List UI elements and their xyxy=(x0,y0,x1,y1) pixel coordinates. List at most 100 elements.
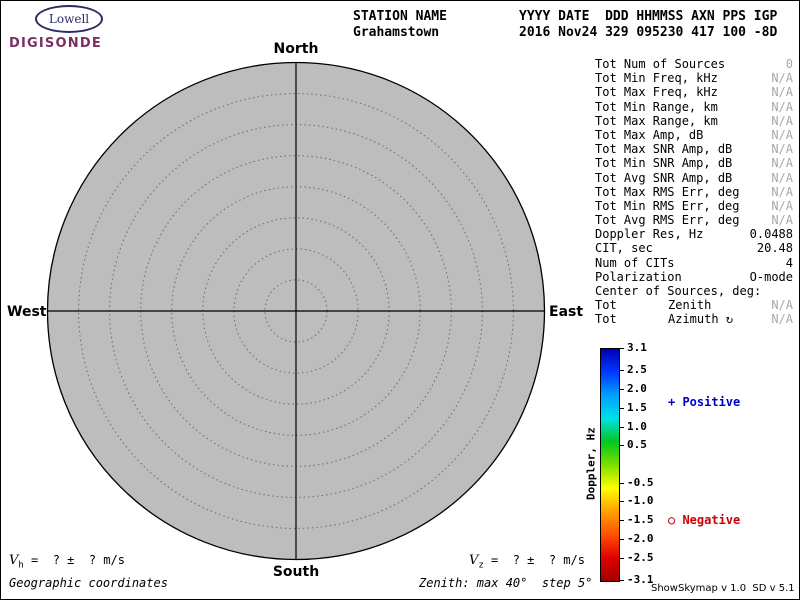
colorbar-tick xyxy=(620,407,624,409)
positive-doppler-legend: + Positive xyxy=(668,395,741,409)
doppler-colorbar: 3.1 2.5 2.0 1.5 1.0 0.5 -0.5 -1.0 -1.5 -2.0 -2.5 -3… xyxy=(600,341,672,586)
stat-label: Tot Max SNR Amp, dB xyxy=(595,142,733,157)
stat-row: Tot Max SNR Amp, dB N/A xyxy=(595,142,793,156)
stats-panel: Tot Num of Sources 0 Tot Min Freq, kHz N/A T… xyxy=(595,57,793,327)
vh-value: = ? ± ? m/s xyxy=(23,553,125,567)
colorbar-tick xyxy=(620,389,624,391)
stat-label: Center of Sources, deg: xyxy=(595,284,762,298)
colorbar-gradient xyxy=(600,348,620,582)
vz-value: = ? ± ? m/s xyxy=(483,553,585,567)
stat-row: Polarization O-mode xyxy=(595,270,793,284)
stat-value: 0 xyxy=(785,57,793,71)
stat-value: N/A xyxy=(771,184,793,199)
stat-label: Tot Max Freq, kHz xyxy=(595,85,718,100)
vh-subscript: h xyxy=(18,560,24,571)
stat-value: N/A xyxy=(771,156,793,171)
stat-value: N/A xyxy=(771,170,793,185)
header-fields-label: YYYY DATE DDD HHMMSS AXN PPS IGP xyxy=(519,9,778,24)
colorbar-tick-label: 1.5 xyxy=(627,401,647,415)
stat-row: Tot Avg SNR Amp, dB N/A xyxy=(595,171,793,185)
stat-row: Tot Max RMS Err, deg N/A xyxy=(595,185,793,199)
stat-value: N/A xyxy=(771,127,793,142)
direction-label-south: South xyxy=(272,564,320,580)
colorbar-tick xyxy=(620,538,624,540)
stat-row: Tot Max Amp, dB N/A xyxy=(595,128,793,142)
stat-label: Tot Min Freq, kHz xyxy=(595,71,718,86)
vz-subscript: z xyxy=(478,560,484,571)
stat-label: Tot Min Range, km xyxy=(595,99,718,114)
stat-row: Num of CITs 4 xyxy=(595,256,793,270)
colorbar-tick-label: 2.0 xyxy=(627,382,647,396)
vh-symbol: V xyxy=(9,553,19,568)
stat-label: Tot Max Range, km xyxy=(595,113,718,128)
colorbar-tick xyxy=(620,501,624,503)
colorbar-tick xyxy=(620,580,624,581)
negative-doppler-legend: ○ Negative xyxy=(668,513,741,527)
stat-sublabel: Zenith xyxy=(668,298,712,313)
stat-row: Tot Zenith N/A xyxy=(595,298,793,312)
stat-row: Tot Avg RMS Err, deg N/A xyxy=(595,213,793,227)
header-fields-value: 2016 Nov24 329 095230 417 100 -8D xyxy=(519,25,778,40)
vertical-velocity-readout: Vz = ? ± ? m/s xyxy=(469,553,585,570)
colorbar-tick xyxy=(620,482,624,484)
colorbar-tick-label: -1.5 xyxy=(627,513,654,527)
stat-label: Doppler Res, Hz xyxy=(595,227,704,242)
stat-row: Doppler Res, Hz 0.0488 xyxy=(595,227,793,241)
direction-label-east: East xyxy=(549,304,584,320)
colorbar-tick-label: 0.5 xyxy=(627,438,647,452)
stat-value: O-mode xyxy=(749,269,793,284)
stat-value: N/A xyxy=(771,142,793,157)
colorbar-tick-label: 2.5 xyxy=(627,363,647,377)
colorbar-tick-label: -1.0 xyxy=(627,494,654,508)
stat-value: N/A xyxy=(771,85,793,100)
stat-row: CIT, sec 20.48 xyxy=(595,241,793,255)
stat-value: N/A xyxy=(771,312,793,327)
stat-row: Tot Min SNR Amp, dB N/A xyxy=(595,156,793,170)
stat-value: 4 xyxy=(785,255,793,270)
stat-value: N/A xyxy=(771,71,793,86)
stat-value: N/A xyxy=(771,298,793,313)
stat-label: Tot Num of Sources xyxy=(595,57,726,71)
colorbar-tick xyxy=(620,370,624,372)
skymap-plot xyxy=(46,61,546,561)
vz-symbol: V xyxy=(469,553,479,568)
stat-label: Tot Min RMS Err, deg xyxy=(595,198,740,213)
brand-digisonde: DIGISONDE xyxy=(9,36,102,51)
stat-row: Tot Min Freq, kHz N/A xyxy=(595,71,793,85)
version-note: ShowSkymap v 1.0 SD v 5.1 xyxy=(651,583,795,594)
stat-label: Tot Avg SNR Amp, dB xyxy=(595,170,733,185)
stat-row: Tot Max Freq, kHz N/A xyxy=(595,85,793,99)
colorbar-tick-label: -0.5 xyxy=(627,475,654,489)
direction-label-north: North xyxy=(273,41,319,57)
stat-value: N/A xyxy=(771,213,793,228)
stat-sublabel: Azimuth ↻ xyxy=(668,312,734,327)
stat-row: Tot Min RMS Err, deg N/A xyxy=(595,199,793,213)
stat-row: Center of Sources, deg: xyxy=(595,284,793,298)
stat-value: 20.48 xyxy=(756,241,793,256)
colorbar-tick xyxy=(620,445,624,447)
colorbar-tick-label: -2.0 xyxy=(627,532,654,546)
header-station-label: STATION NAME xyxy=(353,9,447,24)
colorbar-tick-label: 3.1 xyxy=(627,341,647,355)
zenith-range-note: Zenith: max 40° step 5° xyxy=(419,576,593,590)
colorbar-tick-label: -2.5 xyxy=(627,550,654,564)
lowell-logo-oval: Lowell xyxy=(35,5,103,33)
stat-row: Tot Azimuth ↻ N/A xyxy=(595,312,793,326)
colorbar-tick-label: 1.0 xyxy=(627,419,647,433)
stat-label: Tot Max Amp, dB xyxy=(595,127,704,142)
stat-label: Polarization xyxy=(595,269,682,284)
stat-label: Tot Min SNR Amp, dB xyxy=(595,156,733,171)
stat-row: Tot Max Range, km N/A xyxy=(595,114,793,128)
stat-label: Tot xyxy=(595,312,617,327)
stat-value: N/A xyxy=(771,198,793,213)
direction-label-west: West xyxy=(7,304,47,320)
coordinates-note: Geographic coordinates xyxy=(9,576,168,590)
stat-label: Tot Max RMS Err, deg xyxy=(595,184,740,199)
stat-label: Num of CITs xyxy=(595,255,675,270)
stat-value: N/A xyxy=(771,113,793,128)
stat-label: Tot xyxy=(595,298,617,313)
lowell-digisonde-logo: Lowell DIGISONDE xyxy=(9,5,119,51)
stat-row: Tot Num of Sources 0 xyxy=(595,57,793,71)
colorbar-tick xyxy=(620,426,624,428)
colorbar-axis-label: Doppler, Hz xyxy=(584,427,598,500)
